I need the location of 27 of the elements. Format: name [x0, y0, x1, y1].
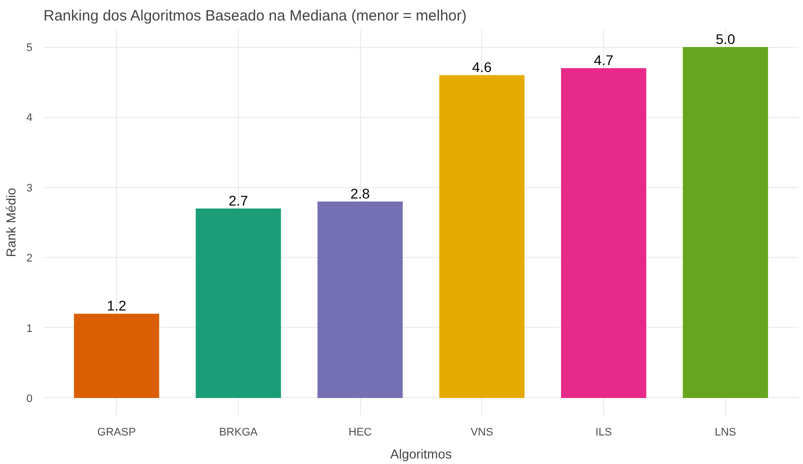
x-tick-label: GRASP: [97, 426, 136, 438]
data-label: 4.6: [472, 59, 492, 76]
x-tick-label: VNS: [470, 426, 494, 438]
x-tick-label: HEC: [348, 426, 372, 438]
y-tick-label: 3: [26, 182, 33, 194]
data-label: 5.0: [716, 31, 736, 48]
y-tick-label: 4: [26, 112, 33, 124]
y-tick-label: 1: [26, 322, 33, 335]
x-tick-label: LNS: [714, 426, 736, 438]
bar: [196, 208, 281, 398]
data-label: 2.7: [228, 192, 248, 208]
bar: [74, 314, 160, 398]
data-label: 4.7: [594, 52, 614, 68]
bar: [317, 201, 403, 398]
x-tick-label: ILS: [595, 426, 612, 438]
bar: [682, 47, 768, 398]
bar: [439, 75, 525, 398]
y-tick-label: 0: [26, 392, 33, 405]
data-label: 2.8: [350, 185, 370, 202]
x-tick-label: BRKGA: [219, 426, 258, 438]
chart-title: Ranking dos Algoritmos Baseado na Mediana (menor = melhor): [44, 8, 467, 24]
bar: [561, 68, 646, 398]
x-axis-title: Algoritmos: [390, 446, 452, 462]
y-axis-title: Rank Médio: [3, 188, 18, 258]
data-label: 1.2: [106, 298, 127, 314]
y-tick-label: 5: [26, 42, 33, 54]
y-tick-label: 2: [26, 252, 33, 265]
